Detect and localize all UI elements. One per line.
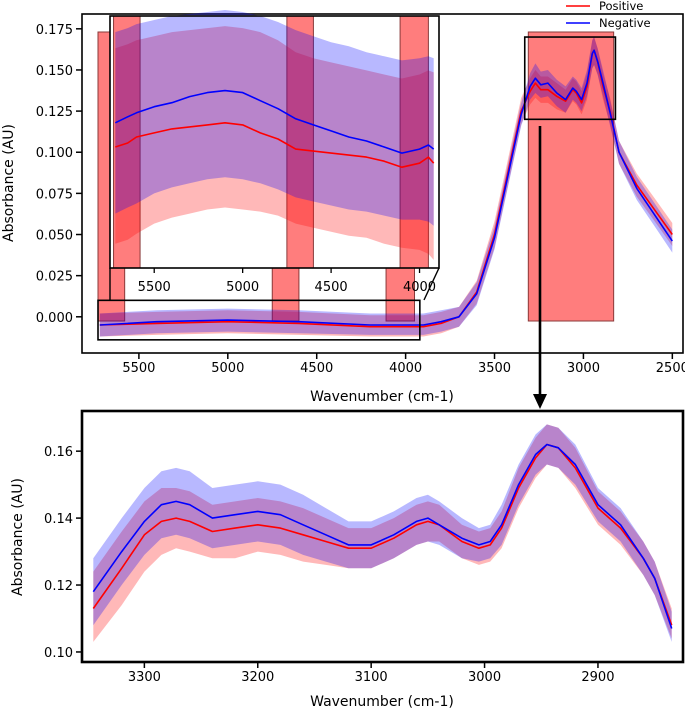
inset-xtick-label: 4500 (315, 280, 348, 295)
top-xtick-label: 3000 (567, 361, 600, 376)
inset-connector-right (423, 267, 440, 301)
bottom-xtick-label: 3300 (128, 670, 161, 685)
zoom-arrow (533, 126, 547, 409)
bottom-x-label: Wavenumber (cm-1) (310, 694, 454, 710)
bottom-y-label: Absorbance (AU) (10, 478, 26, 596)
top-ytick-label: 0.100 (36, 146, 73, 161)
top-xtick-label: 5500 (122, 361, 155, 376)
top-ytick-label: 0.125 (36, 105, 73, 120)
inset-xtick-label: 5500 (138, 280, 171, 295)
top-xtick-label: 2500 (656, 361, 685, 376)
inset-frame (109, 15, 440, 269)
top-ytick-label: 0.000 (36, 311, 73, 326)
bottom-xtick-label: 3200 (241, 670, 274, 685)
bottom-axes-frame (80, 409, 685, 664)
legend-negative-label: Negative (599, 16, 651, 30)
bottom-lines (92, 443, 673, 629)
top-zoom-boxes (97, 36, 617, 341)
legend-positive-label: Positive (599, 0, 643, 13)
bottom-y-ticks: 0.10 0.12 0.14 0.16 (44, 445, 82, 661)
top-ytick-label: 0.025 (36, 270, 73, 285)
inset-x-ticks: 5500 5000 4500 4000 (138, 268, 436, 295)
top-y-label: Absorbance (AU) (1, 124, 17, 242)
inset-highlight-region (286, 15, 314, 269)
top-axes-frame (81, 13, 684, 354)
top-y-ticks: 0.000 0.025 0.050 0.075 0.100 0.125 0.150 0.175 (36, 23, 82, 326)
bottom-ytick-label: 0.14 (44, 512, 73, 527)
bottom-line-negative (92, 443, 673, 629)
bottom-xtick-label: 2900 (581, 670, 614, 685)
bottom-line-positive (92, 443, 673, 626)
inset-band-positive (115, 26, 434, 260)
inset-line-positive (115, 122, 435, 168)
bottom-x-ticks: 3300 3200 3100 3000 2900 (128, 662, 614, 685)
top-ytick-label: 0.075 (36, 187, 73, 202)
bottom-bands (93, 424, 672, 642)
top-xtick-label: 3500 (478, 361, 511, 376)
bottom-xtick-label: 3100 (355, 670, 388, 685)
top-zoom-box (523, 36, 617, 121)
inset-chart: 5500 5000 4500 4000 (109, 10, 440, 301)
bottom-band-positive (93, 424, 672, 642)
top-x-label: Wavenumber (cm-1) (310, 389, 454, 405)
top-xtick-label: 5000 (211, 361, 244, 376)
inset-xtick-label: 4000 (403, 280, 436, 295)
top-ytick-label: 0.150 (36, 64, 73, 79)
inset-xtick-label: 5000 (226, 280, 259, 295)
inset-lines (114, 89, 435, 168)
inset-bands (115, 10, 434, 260)
top-xtick-label: 4000 (389, 361, 422, 376)
bottom-ytick-label: 0.16 (44, 445, 73, 460)
legend: Positive Negative (566, 0, 651, 30)
bottom-xtick-label: 3000 (468, 670, 501, 685)
top-xtick-label: 4500 (300, 361, 333, 376)
top-ytick-label: 0.175 (36, 23, 73, 38)
top-lines (99, 49, 673, 328)
inset-highlight-region (399, 15, 429, 269)
bottom-ytick-label: 0.12 (44, 579, 73, 594)
zoom-arrow-head (533, 394, 547, 409)
top-x-ticks: 5500 5000 4500 4000 3500 3000 2500 (122, 353, 685, 376)
inset-line-negative (114, 89, 435, 154)
bottom-ytick-label: 0.10 (44, 646, 73, 661)
inset-background (110, 16, 439, 268)
inset-highlight-region (113, 15, 141, 269)
inset-band-negative (115, 10, 434, 226)
bottom-band-negative (93, 424, 672, 642)
bottom-chart: 3300 3200 3100 3000 2900 0.10 0.12 0.14 0.16 Wa… (10, 409, 685, 710)
inset-highlight-regions (113, 15, 429, 269)
top-zoom-box (97, 299, 421, 341)
top-line-negative (99, 49, 673, 326)
top-ytick-label: 0.050 (36, 229, 73, 244)
top-highlight-region (527, 31, 615, 322)
